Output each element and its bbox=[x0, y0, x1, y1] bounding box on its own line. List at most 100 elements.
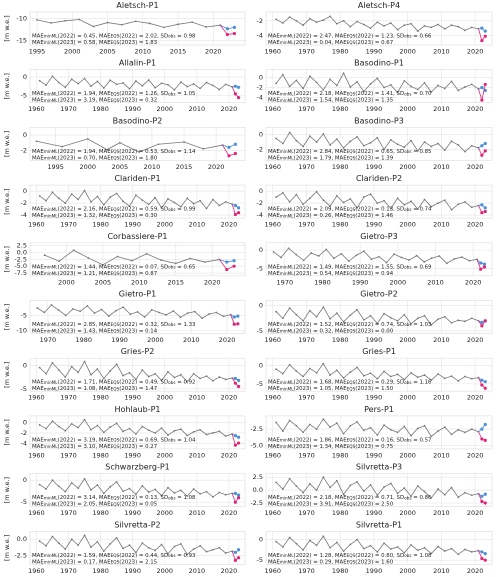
data-point bbox=[57, 485, 60, 488]
annotation-subscript: obs bbox=[168, 553, 175, 558]
data-point bbox=[154, 372, 157, 375]
data-point bbox=[202, 147, 205, 150]
data-point bbox=[453, 258, 456, 260]
data-point bbox=[308, 483, 311, 485]
annotation-text: = 0.98 bbox=[176, 33, 197, 39]
data-point bbox=[483, 319, 487, 323]
annotation-subscript: minML bbox=[280, 553, 295, 558]
annotation-text: = 1.14 bbox=[176, 148, 197, 154]
data-point bbox=[281, 192, 284, 194]
y-tick-label: -4 bbox=[257, 211, 263, 219]
annotation-subscript: minML bbox=[280, 560, 295, 565]
data-point bbox=[403, 146, 406, 149]
data-point bbox=[383, 486, 385, 488]
connector bbox=[231, 204, 236, 215]
x-tick-label: 1990 bbox=[366, 221, 383, 229]
annotation-subscript: minML bbox=[280, 386, 295, 391]
data-point bbox=[183, 141, 185, 143]
data-point bbox=[287, 247, 290, 250]
x-tick-label: 2020 bbox=[219, 336, 236, 344]
data-point bbox=[208, 313, 211, 315]
x-tick-label: 2010 bbox=[189, 394, 206, 402]
annotation-subscript: minML bbox=[44, 207, 59, 212]
data-point bbox=[101, 263, 104, 266]
data-point bbox=[122, 306, 125, 308]
data-point bbox=[480, 427, 484, 431]
x-tick-label: 2020 bbox=[221, 105, 238, 113]
data-point bbox=[410, 85, 412, 88]
data-point bbox=[423, 198, 426, 201]
data-point bbox=[376, 322, 379, 325]
x-tick-label: 2005 bbox=[99, 48, 116, 56]
connector bbox=[478, 28, 483, 41]
plot-frame bbox=[265, 242, 493, 277]
annotation-subscript: EQS bbox=[347, 560, 356, 565]
data-point bbox=[335, 369, 338, 372]
annotation-text: (2022) = 1.94, MAE bbox=[58, 91, 112, 97]
x-tick-label: 1980 bbox=[92, 451, 109, 459]
annotation: MAEminML(2022) = 1.28, MAEEQS(2022) = 0.… bbox=[268, 552, 432, 558]
annotation-subscript: minML bbox=[44, 149, 59, 154]
series-line bbox=[36, 19, 221, 28]
data-point bbox=[224, 552, 227, 554]
data-point bbox=[109, 485, 112, 488]
data-point bbox=[482, 265, 487, 269]
data-point bbox=[430, 496, 433, 499]
data-point bbox=[396, 546, 399, 548]
x-tick-label: 2015 bbox=[167, 278, 184, 286]
annotation-text: (2022) = 1.94, MAE bbox=[58, 148, 112, 154]
annotation-text: (2022) = 2.85, MAE bbox=[58, 322, 112, 328]
data-point bbox=[437, 23, 439, 26]
annotation: MAEminML(2022) = 1.71, MAEEQS(2022) = 0.… bbox=[32, 379, 195, 385]
data-point bbox=[115, 83, 118, 86]
data-point bbox=[233, 381, 237, 385]
panel-title: Aletsch-P4 bbox=[358, 1, 400, 10]
data-point bbox=[383, 370, 385, 373]
y-axis-label: [m w.e.] bbox=[3, 362, 11, 388]
annotation-text: (2022) = 1.41, SD bbox=[355, 91, 404, 97]
data-point bbox=[430, 435, 433, 438]
data-point bbox=[275, 421, 278, 424]
data-point bbox=[342, 19, 345, 22]
annotation-text: (2023) = 3.10, MAE bbox=[58, 443, 112, 449]
annotation-text: MAE bbox=[268, 264, 280, 270]
data-point bbox=[302, 87, 305, 90]
annotation-subscript: minML bbox=[280, 271, 295, 276]
annotation-text: (2022) = 1.28, MAE bbox=[294, 552, 348, 558]
annotation-text: (2023) = 2.50 bbox=[355, 501, 393, 507]
annotation-text: MAE bbox=[32, 379, 44, 385]
data-point bbox=[315, 81, 318, 84]
data-point bbox=[470, 26, 473, 29]
data-point bbox=[205, 550, 208, 553]
data-point bbox=[464, 29, 466, 32]
data-point bbox=[179, 428, 182, 431]
data-point bbox=[480, 437, 484, 441]
data-point bbox=[136, 311, 139, 313]
data-point bbox=[174, 262, 177, 265]
data-point bbox=[275, 540, 278, 543]
data-point bbox=[356, 366, 358, 369]
annotation-text: (2022) = 2.18, MAE bbox=[294, 495, 348, 501]
data-point bbox=[131, 259, 133, 262]
plot-frame bbox=[265, 415, 493, 450]
data-point bbox=[122, 374, 124, 377]
data-point bbox=[362, 374, 365, 377]
data-point bbox=[173, 376, 176, 379]
data-point bbox=[233, 433, 237, 438]
annotation-subscript: EQS bbox=[111, 560, 120, 565]
data-point bbox=[362, 90, 365, 93]
x-tick-label: 2000 bbox=[390, 278, 407, 286]
connector bbox=[219, 259, 228, 270]
data-point bbox=[233, 92, 237, 96]
data-point bbox=[96, 484, 99, 486]
y-axis-label: [m w.e.] bbox=[3, 73, 11, 99]
data-point bbox=[115, 309, 117, 312]
annotation-text: (2023) = 0.27 bbox=[119, 443, 157, 449]
data-point bbox=[36, 19, 38, 21]
data-point bbox=[329, 144, 331, 146]
data-point bbox=[115, 537, 118, 539]
x-tick-label: 1970 bbox=[298, 221, 315, 229]
annotation-subscript: minML bbox=[44, 98, 59, 103]
annotation-text: (2023) = 0.32 bbox=[119, 97, 157, 103]
data-point bbox=[64, 202, 67, 205]
